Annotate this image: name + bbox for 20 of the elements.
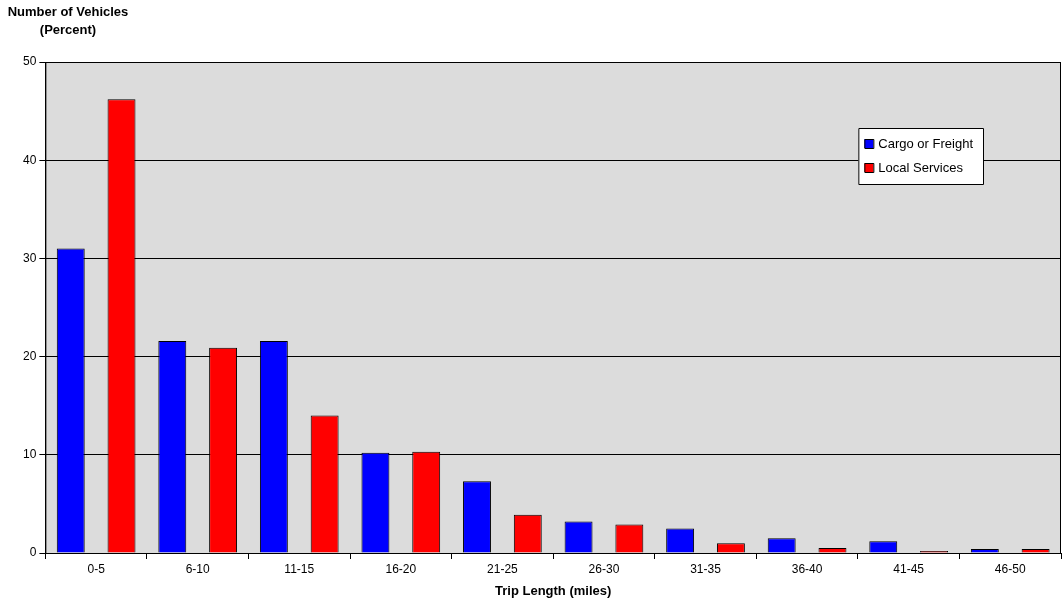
x-axis-title: Trip Length (miles)	[495, 582, 612, 598]
x-tick-label: 11-15	[284, 561, 315, 576]
y-tick-label: 10	[22, 447, 37, 462]
y-tick-label: 20	[22, 348, 37, 363]
x-tick-label: 46-50	[994, 561, 1026, 576]
y-tick-label: 50	[22, 54, 37, 69]
x-tick-label: 26-30	[588, 561, 620, 576]
x-tick-label: 41-45	[893, 561, 925, 576]
x-tick-label: 6-10	[185, 561, 211, 576]
y-tick-label: 30	[22, 250, 37, 265]
legend-label: Cargo or Freight	[878, 135, 974, 151]
x-tick-label: 21-25	[487, 561, 519, 576]
x-tick-label: 16-20	[385, 561, 417, 576]
legend-label: Local Services	[878, 159, 964, 175]
y-axis-title: Number of Vehicles (Percent)	[7, 4, 129, 38]
x-tick-label: 36-40	[791, 561, 823, 576]
x-tick-label: 0-5	[87, 561, 106, 576]
y-tick-label: 40	[22, 152, 37, 167]
y-tick-label: 0	[29, 545, 37, 560]
x-tick-label: 31-35	[690, 561, 722, 576]
